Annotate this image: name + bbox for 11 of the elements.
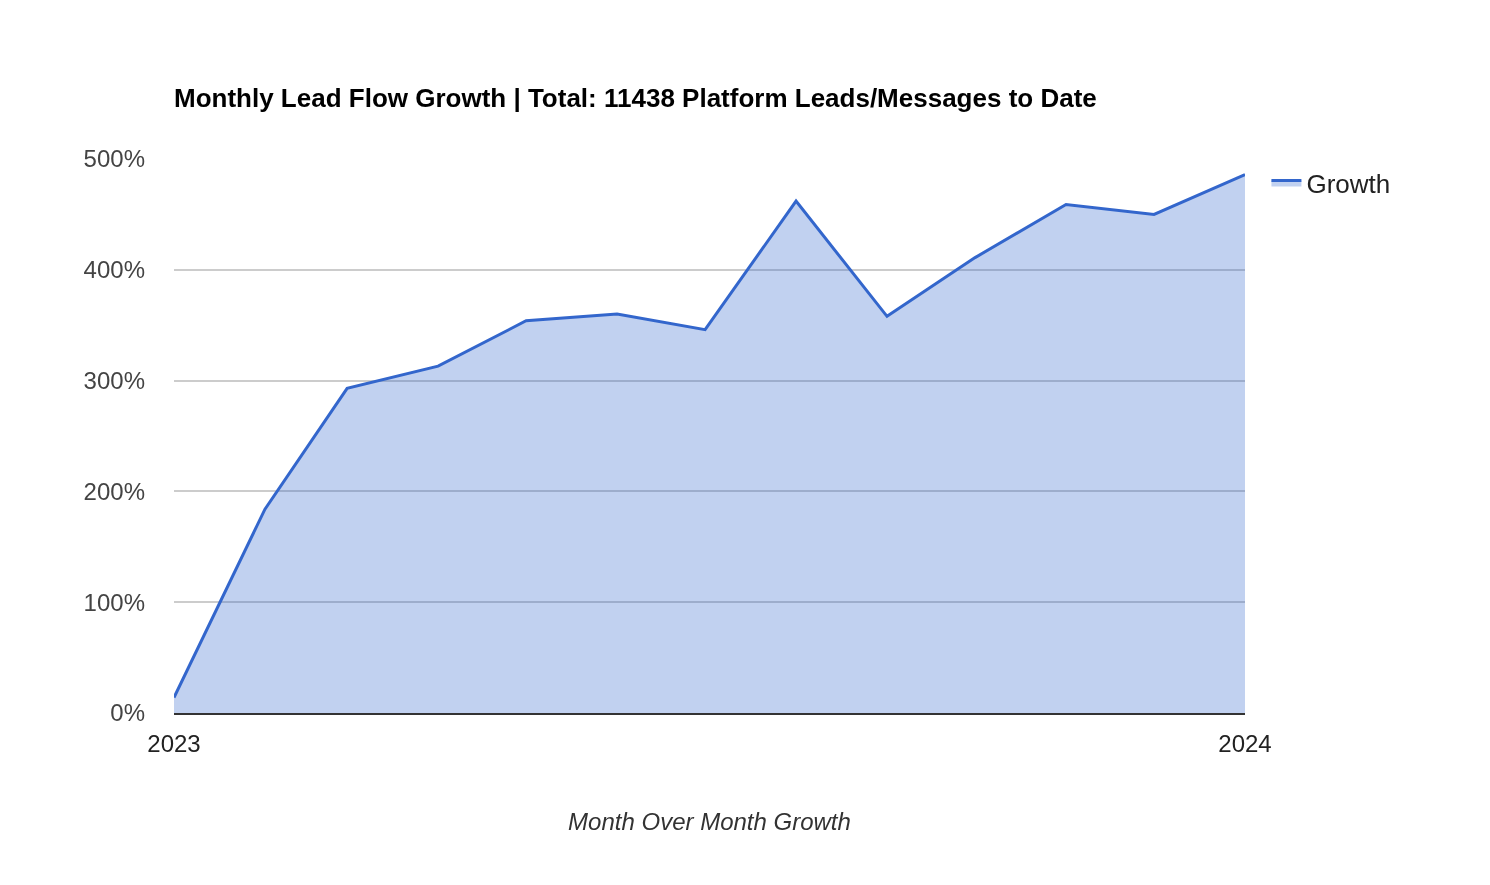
y-tick-label: 500% [83, 145, 145, 173]
x-tick-label: 2024 [1218, 729, 1272, 757]
y-tick-label: 100% [83, 588, 145, 616]
legend-label: Growth [1306, 168, 1391, 199]
y-tick-label: 400% [83, 256, 145, 284]
y-tick-label: 300% [83, 367, 145, 394]
x-tick-label: 2023 [147, 729, 201, 757]
y-tick-label: 200% [83, 477, 145, 505]
chart-title: Monthly Lead Flow Growth | Total: 11438 Platform Leads/Messages to Date [174, 83, 1097, 114]
x-axis-title: Month Over Month Growth [568, 808, 851, 836]
y-tick-label: 0% [110, 699, 145, 727]
